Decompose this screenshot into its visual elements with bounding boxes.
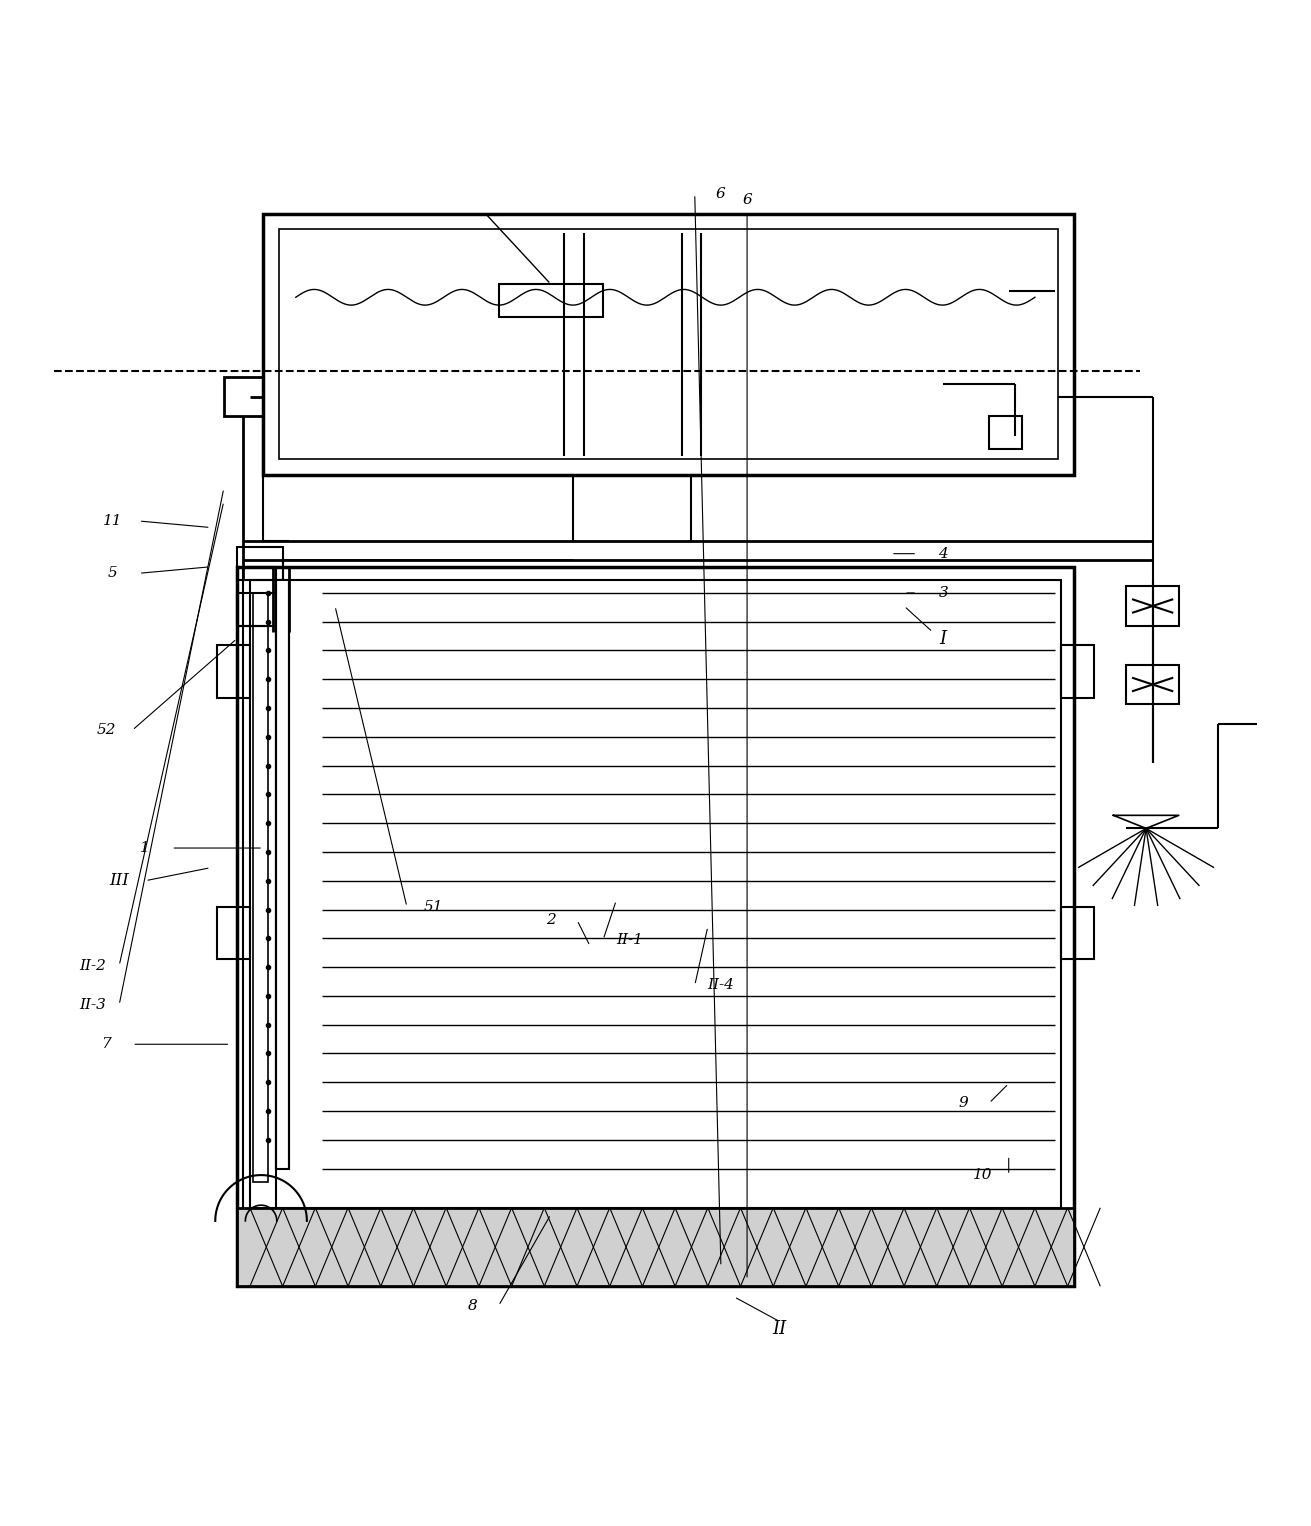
Text: 3: 3: [939, 586, 948, 600]
Text: 4: 4: [939, 546, 948, 560]
Text: II-2: II-2: [80, 958, 106, 972]
Bar: [253, 594, 269, 1181]
Bar: [1061, 645, 1093, 697]
Text: 7: 7: [101, 1038, 111, 1051]
Text: II-4: II-4: [708, 978, 734, 992]
Text: 51: 51: [423, 900, 443, 914]
Bar: [237, 1207, 1074, 1286]
Polygon shape: [1113, 815, 1179, 829]
Bar: [1126, 665, 1179, 703]
Text: II-1: II-1: [616, 932, 642, 946]
Bar: [264, 214, 1074, 475]
Bar: [1126, 586, 1179, 626]
Bar: [250, 580, 1061, 1207]
Bar: [988, 417, 1021, 449]
Text: III: III: [109, 873, 128, 890]
Bar: [237, 548, 283, 580]
Text: 9: 9: [958, 1096, 968, 1109]
Bar: [1061, 906, 1093, 960]
Bar: [279, 229, 1058, 459]
Text: 2: 2: [545, 913, 556, 926]
Text: 8: 8: [468, 1299, 477, 1312]
Text: II: II: [772, 1320, 787, 1338]
Bar: [244, 566, 277, 1247]
Text: II-3: II-3: [80, 998, 106, 1012]
Text: 11: 11: [102, 514, 122, 528]
Bar: [224, 377, 264, 417]
Bar: [218, 645, 250, 697]
Bar: [237, 566, 1074, 1286]
Bar: [498, 284, 603, 317]
Bar: [237, 594, 283, 626]
Text: 52: 52: [96, 723, 115, 737]
Bar: [218, 906, 250, 960]
Text: 6: 6: [716, 186, 726, 201]
Text: 5: 5: [108, 566, 118, 580]
Text: 6: 6: [742, 194, 753, 208]
Bar: [277, 580, 290, 1169]
Text: 10: 10: [973, 1167, 992, 1183]
Text: I: I: [940, 630, 947, 647]
Text: 1: 1: [140, 841, 151, 855]
